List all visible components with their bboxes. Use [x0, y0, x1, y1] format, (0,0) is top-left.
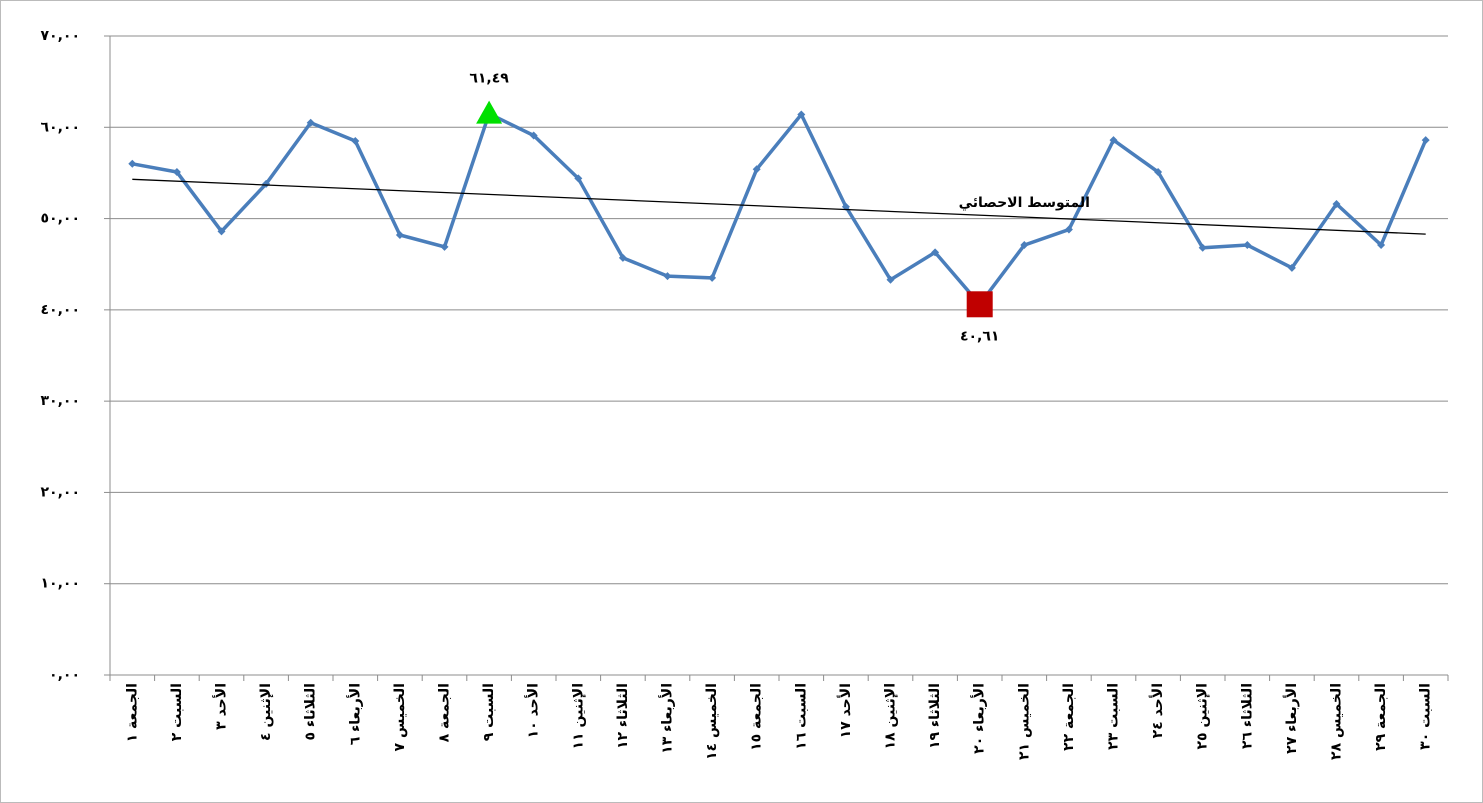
x-tick-label: الثلاثاء ٢٦: [1239, 683, 1255, 749]
data-point: [1377, 241, 1386, 250]
x-tick-label: الخميس ٢١: [1016, 683, 1032, 760]
trend-line: [132, 178, 1426, 235]
data-point: [886, 275, 895, 284]
data-point: [931, 248, 940, 257]
data-point: [1243, 241, 1252, 250]
x-tick-label: الجمعة ٢٩: [1373, 683, 1389, 751]
y-tick-label: ٢٠,٠٠: [41, 484, 81, 500]
data-point: [172, 168, 181, 177]
x-tick-label: الجمعة ٨: [437, 683, 453, 742]
data-point: [574, 174, 583, 183]
min-marker: [966, 291, 993, 318]
data-point: [1109, 136, 1118, 145]
x-tick-label: الخميس ١٤: [704, 683, 720, 760]
x-tick-label: الأحد ١٧: [837, 683, 854, 738]
data-point: [1421, 136, 1430, 145]
data-point: [708, 273, 717, 282]
x-tick-label: الجمعة ١: [124, 683, 140, 742]
data-point: [1154, 168, 1163, 177]
y-tick-label: ٥٠,٠٠: [41, 211, 81, 227]
x-tick-label: السبت ١٦: [793, 683, 809, 750]
data-point: [1064, 225, 1073, 234]
x-tick-label: الإثنين ١١: [570, 683, 586, 749]
x-tick-label: السبت ٩: [481, 683, 497, 741]
data-point: [128, 159, 137, 168]
data-point: [1198, 243, 1207, 252]
x-tick-label: الجمعة ١٥: [749, 683, 765, 751]
x-tick-label: الإثنين ٤: [258, 683, 274, 741]
data-point: [663, 272, 672, 281]
y-tick-label: ٦٠,٠٠: [41, 119, 81, 135]
x-tick-label: الثلاثاء ١٢: [615, 683, 631, 749]
data-point: [797, 110, 806, 119]
data-point: [262, 179, 271, 188]
series-line: [131, 111, 1428, 308]
x-tick-label: الخميس ٢٨: [1329, 683, 1345, 760]
data-point: [841, 202, 850, 211]
y-tick-label: ٤٠,٠٠: [41, 302, 81, 318]
max-marker: [476, 100, 503, 124]
x-tick-label: السبت ٢٣: [1106, 683, 1122, 750]
x-tick-label: الأحد ١٠: [525, 683, 542, 738]
data-point: [306, 118, 315, 127]
x-tick-label: الثلاثاء ٥: [303, 683, 319, 741]
x-tick-label: الأربعاء ١٣: [659, 683, 676, 754]
y-tick-label: ٧٠,٠٠: [41, 28, 81, 44]
x-tick-label: الأربعاء ٦: [346, 683, 363, 745]
y-tick-label: ٠,٠٠: [49, 667, 80, 683]
x-tick-label: الأحد ٢٤: [1149, 683, 1166, 738]
data-point: [1287, 263, 1296, 272]
x-tick-label: الجمعة ٢٢: [1061, 683, 1077, 751]
x-tick-label: الخميس ٧: [392, 683, 408, 751]
min-label: ٤٠,٦١: [960, 328, 1000, 344]
x-tick-label: الأربعاء ٢٧: [1283, 683, 1300, 754]
data-point: [1020, 241, 1029, 250]
x-tick-label: الثلاثاء ١٩: [927, 683, 943, 749]
data-point: [351, 136, 360, 145]
data-point: [529, 131, 538, 140]
data-point: [217, 227, 226, 236]
x-tick-label: الأحد ٣: [213, 683, 230, 730]
data-point: [618, 253, 627, 262]
y-tick-label: ١٠,٠٠: [41, 576, 81, 592]
data-point: [752, 165, 761, 174]
x-tick-label: الإثنين ٢٥: [1195, 683, 1211, 749]
y-tick-label: ٣٠,٠٠: [41, 393, 81, 409]
max-label: ٦١,٤٩: [469, 71, 509, 87]
x-tick-label: السبت ٣٠: [1418, 683, 1434, 750]
data-point: [1332, 199, 1341, 208]
x-tick-label: الإثنين ١٨: [883, 683, 899, 749]
data-point: [440, 242, 449, 251]
x-tick-label: الأربعاء ٢٠: [971, 683, 988, 754]
x-tick-label: السبت ٢: [169, 683, 185, 741]
trend-label: المتوسط الاحصائي: [959, 195, 1090, 211]
data-point: [395, 231, 404, 240]
